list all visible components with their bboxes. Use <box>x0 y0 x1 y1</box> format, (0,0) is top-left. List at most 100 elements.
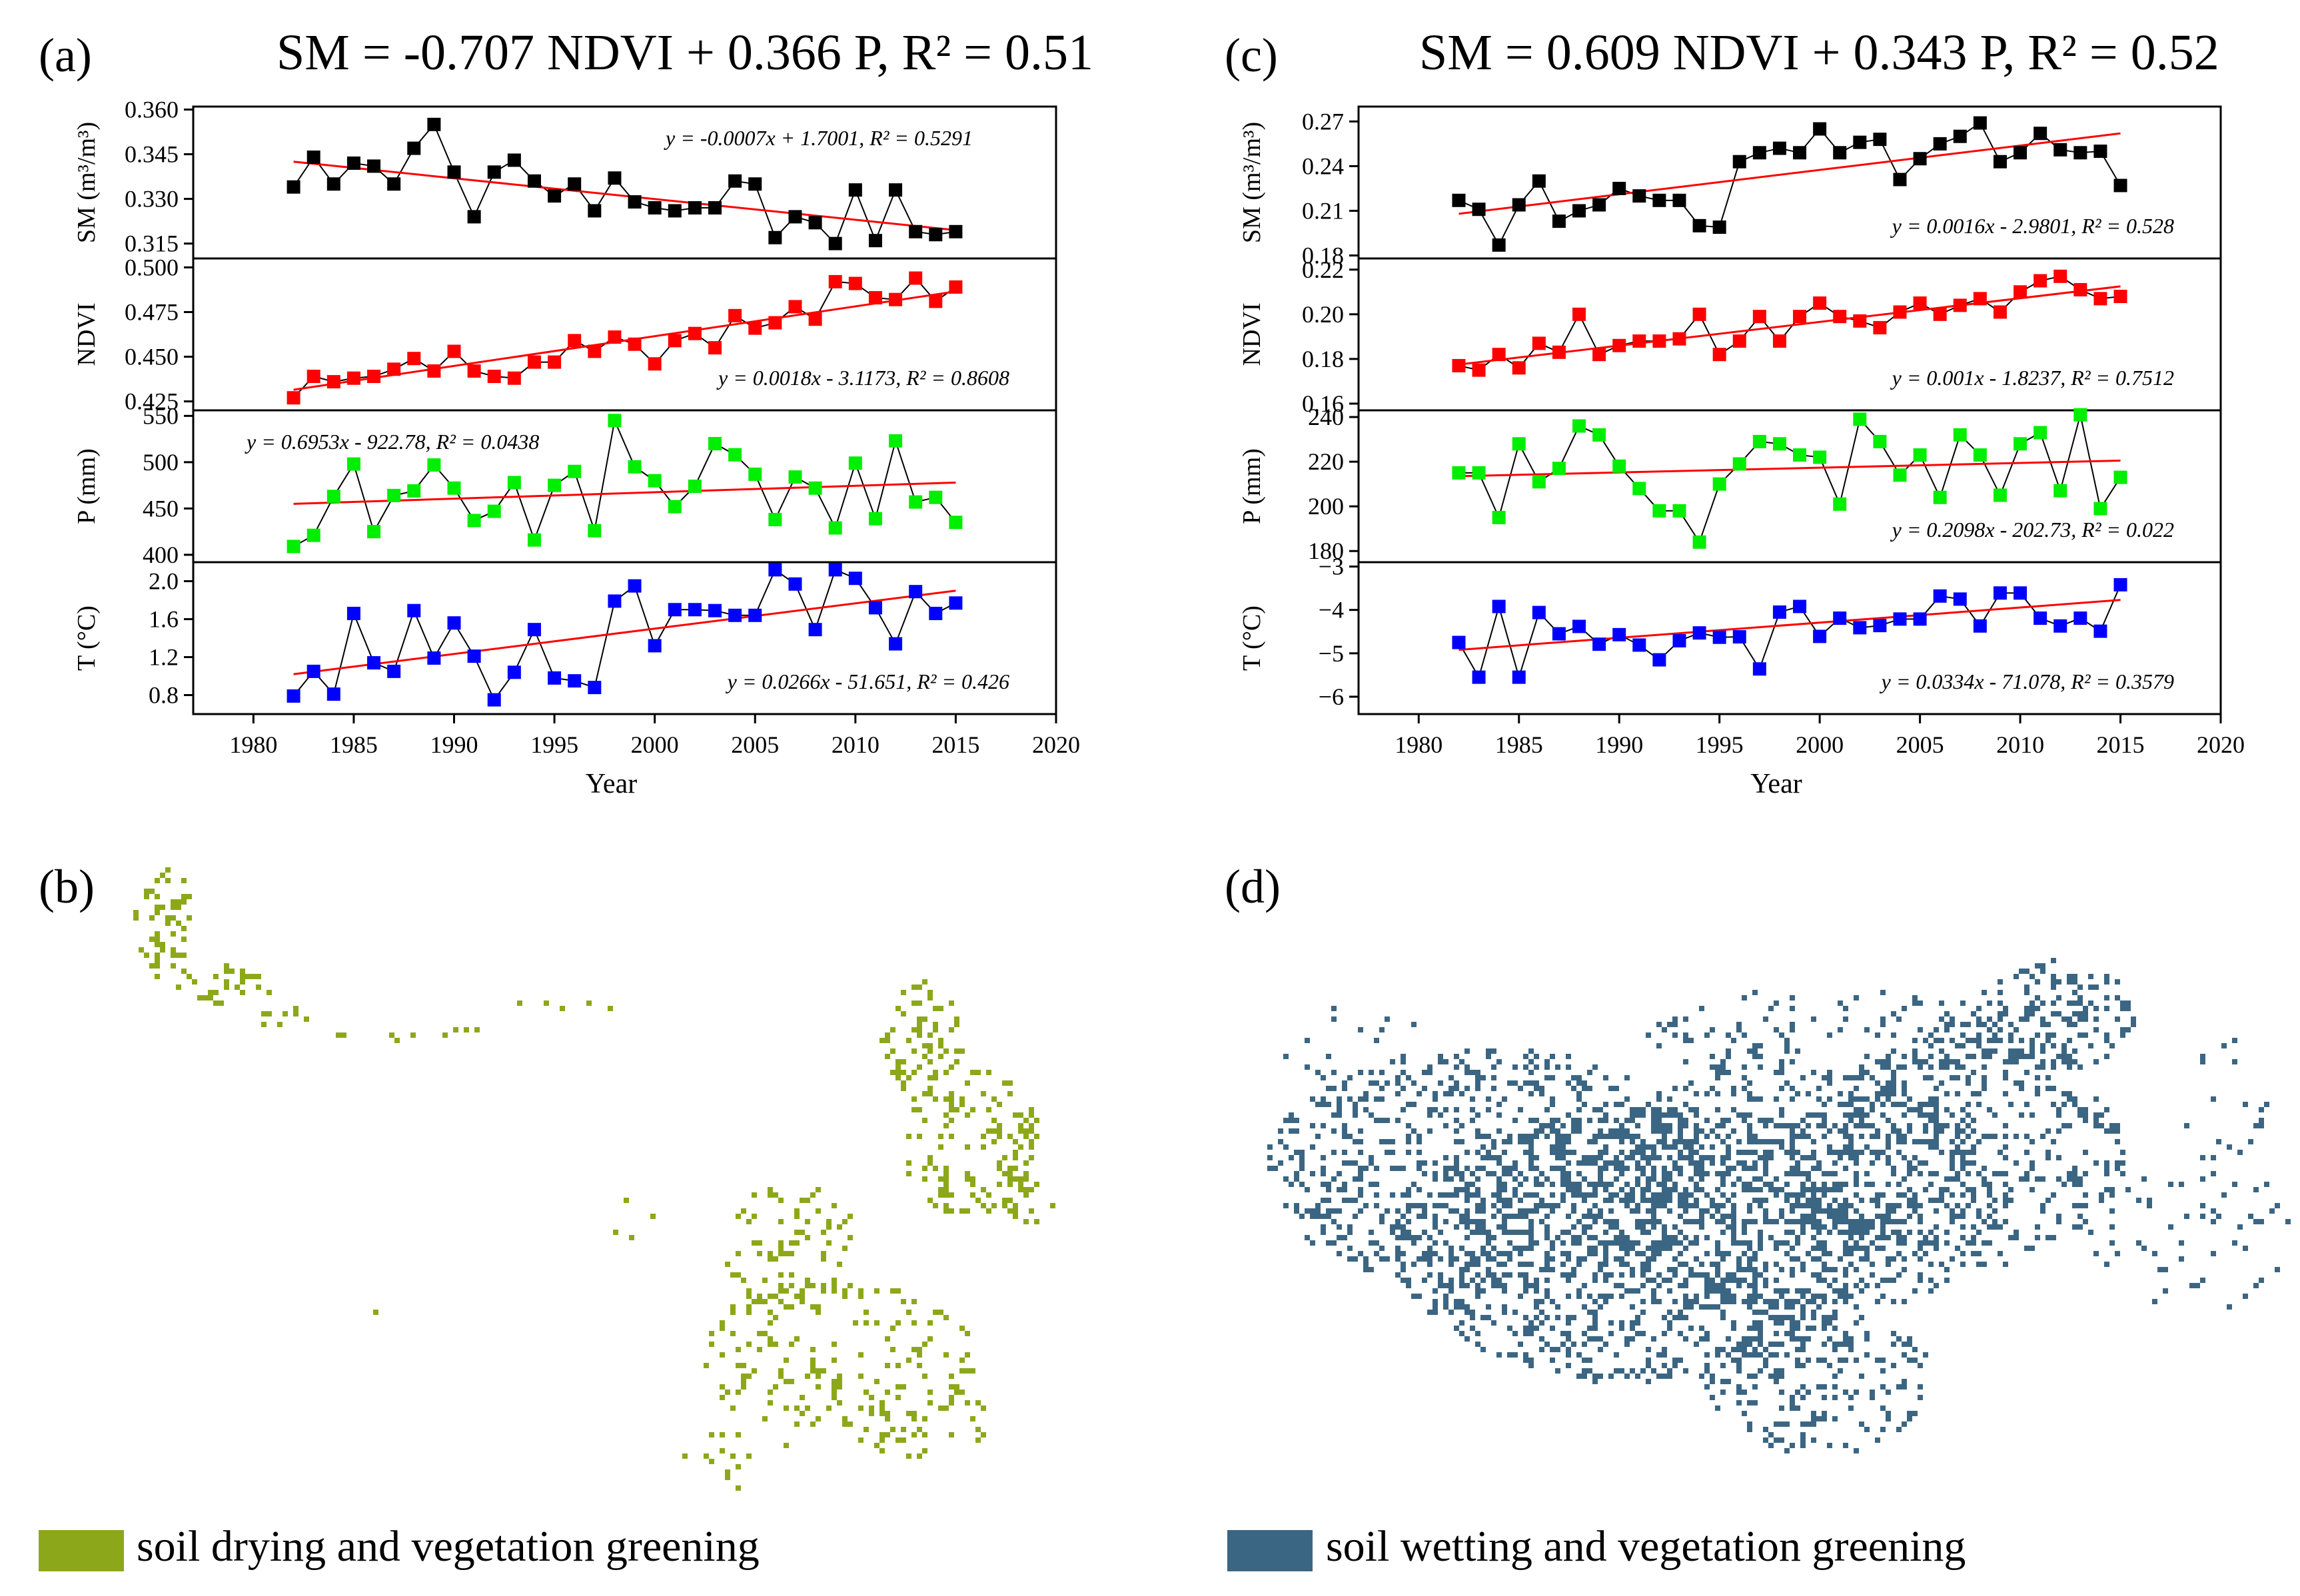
data-point-p <box>1732 457 1746 471</box>
data-point-p <box>1672 504 1686 518</box>
data-point-t <box>467 649 481 663</box>
data-point-sm <box>1472 202 1486 216</box>
data-point-ndvi <box>1772 334 1786 348</box>
chart-a: 0.315 0.330 0.345 0.360 SM (m³/m³) y = -0.000… <box>73 96 1080 799</box>
x-tick-label: 1990 <box>1595 731 1643 758</box>
data-point-t <box>788 577 802 591</box>
trend-line <box>1458 132 2121 215</box>
y-tick-label: 0.500 <box>125 254 179 280</box>
x-tick-label: 2005 <box>731 731 779 758</box>
data-point-p <box>768 513 782 527</box>
data-point-p <box>929 490 943 504</box>
data-point-sm <box>1632 189 1646 203</box>
x-axis-label: Year <box>1750 769 1802 799</box>
data-point-sm <box>848 183 862 197</box>
data-point-t <box>1953 592 1967 606</box>
data-point-ndvi <box>868 291 882 305</box>
data-point-ndvi <box>1933 307 1947 321</box>
data-point-t <box>1452 635 1466 649</box>
data-point-p <box>1652 504 1666 518</box>
data-point-t <box>768 563 782 577</box>
y-tick-label: 0.345 <box>125 141 179 168</box>
data-point-t <box>708 603 722 617</box>
trend-equation: y = 0.0018x - 3.1173, R² = 0.8608 <box>716 366 1009 390</box>
subplot-sm: 0.315 0.330 0.345 0.360 SM (m³/m³) y = -0.000… <box>73 96 1057 260</box>
data-point-t <box>1853 621 1867 635</box>
trend-line <box>293 290 956 391</box>
data-point-t <box>2073 611 2087 625</box>
data-point-p <box>708 437 722 451</box>
data-point-sm <box>387 177 401 191</box>
series-line <box>1458 122 2121 247</box>
data-point-ndvi <box>828 274 842 288</box>
data-point-ndvi <box>1672 332 1686 346</box>
data-point-p <box>2073 408 2087 422</box>
trend-line <box>1458 285 2121 366</box>
x-tick-label: 1985 <box>330 731 378 758</box>
legend-label-drying: soil drying and vegetation greening <box>137 1522 760 1571</box>
data-point-ndvi <box>949 280 963 294</box>
data-point-t <box>2013 586 2027 600</box>
y-axis-label: P (mm) <box>1238 448 1266 524</box>
data-point-t <box>1492 599 1506 613</box>
y-tick-label: 0.16 <box>1302 390 1344 417</box>
data-point-t <box>1813 629 1827 643</box>
data-point-t <box>568 674 582 688</box>
x-tick-label: 1980 <box>229 731 277 758</box>
data-point-p <box>2093 502 2107 516</box>
x-tick-label: 1995 <box>530 731 578 758</box>
data-point-ndvi <box>808 312 822 326</box>
y-tick-label: 0.425 <box>125 388 179 415</box>
data-point-ndvi <box>2073 282 2087 296</box>
y-axis-label: SM (m³/m³) <box>1238 122 1266 243</box>
y-tick-label: 0.21 <box>1302 197 1344 224</box>
data-point-t <box>1873 619 1887 633</box>
data-point-p <box>287 540 300 554</box>
data-point-ndvi <box>889 292 903 306</box>
data-point-p <box>848 456 862 470</box>
data-point-ndvi <box>346 371 360 385</box>
data-point-ndvi <box>1512 361 1526 375</box>
y-tick-label: 1.2 <box>149 644 179 671</box>
data-point-p <box>1793 448 1807 462</box>
x-tick-label: 2015 <box>931 731 979 758</box>
data-point-ndvi <box>287 391 300 405</box>
data-point-sm <box>287 180 300 194</box>
data-point-sm <box>929 228 943 242</box>
data-point-sm <box>1893 173 1907 187</box>
y-tick-label: 0.360 <box>125 96 179 123</box>
data-point-sm <box>427 117 441 131</box>
panel-a-letter: (a) <box>39 29 92 82</box>
x-tick-label: 1995 <box>1696 731 1744 758</box>
data-point-p <box>326 490 340 504</box>
data-point-sm <box>708 201 722 214</box>
data-point-p <box>346 457 360 471</box>
data-point-p <box>628 460 642 474</box>
data-point-p <box>1973 448 1987 462</box>
data-point-ndvi <box>748 321 762 335</box>
data-point-ndvi <box>1853 314 1867 328</box>
data-point-t <box>808 623 822 637</box>
data-point-sm <box>326 177 340 191</box>
data-point-p <box>568 464 582 478</box>
data-point-sm <box>467 210 481 224</box>
data-point-sm <box>608 171 622 185</box>
data-point-sm <box>1752 146 1766 160</box>
data-point-t <box>2033 611 2047 625</box>
data-point-ndvi <box>548 355 562 369</box>
map-soil-wetting <box>1267 958 2291 1453</box>
data-point-sm <box>2033 127 2047 141</box>
subplot-ndvi: 0.16 0.18 0.20 0.22 NDVI y = 0.001x - 1.8237,… <box>1238 256 2222 417</box>
data-point-ndvi <box>1472 363 1486 377</box>
y-tick-label: 2.0 <box>149 568 179 595</box>
data-point-sm <box>1492 238 1506 252</box>
data-point-t <box>527 623 541 637</box>
data-point-sm <box>2073 146 2087 160</box>
series-line <box>1458 584 2121 680</box>
data-point-p <box>889 434 903 448</box>
data-point-sm <box>1512 198 1526 212</box>
data-point-ndvi <box>467 364 481 378</box>
legend-label-wetting: soil wetting and vegetation greening <box>1326 1522 1966 1571</box>
data-point-p <box>1833 497 1847 511</box>
data-point-ndvi <box>1813 296 1827 310</box>
